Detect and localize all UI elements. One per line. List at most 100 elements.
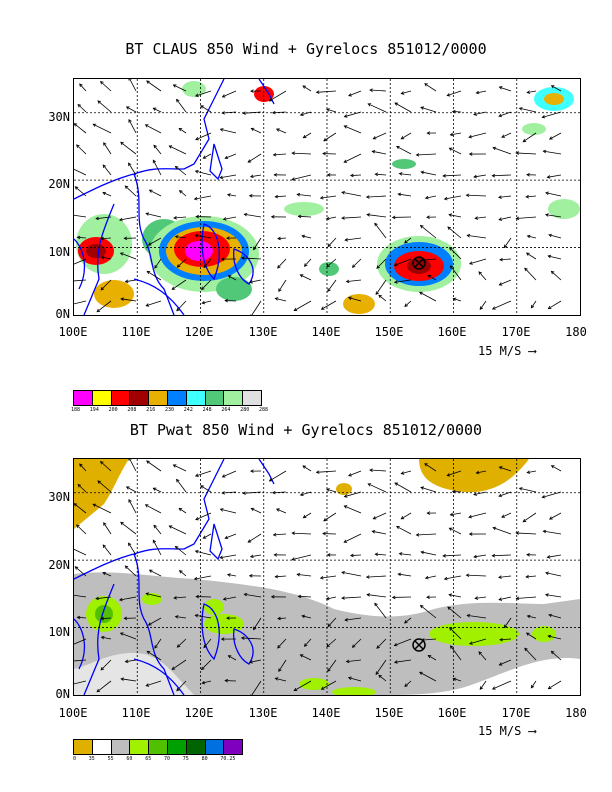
wind-vector	[277, 237, 287, 240]
wind-vector	[326, 488, 337, 493]
colorbar-swatch	[149, 391, 168, 405]
wind-vector	[467, 614, 487, 619]
colorbar-tick-label: 75	[182, 756, 189, 762]
wind-vector	[516, 152, 537, 155]
wind-vector	[75, 566, 87, 577]
wind-vector-head	[253, 246, 257, 251]
wind-vector	[77, 616, 87, 619]
wind-vector-head	[76, 235, 81, 240]
wind-vector	[425, 195, 437, 199]
wind-vector-head	[366, 593, 370, 597]
wind-vector-head	[291, 151, 296, 156]
panel2-xlabel: 180	[565, 706, 587, 720]
wind-vector	[527, 470, 537, 473]
wind-vector-head	[424, 195, 429, 200]
wind-vector	[542, 491, 562, 498]
wind-vector	[222, 491, 237, 494]
wind-vector	[304, 638, 312, 647]
wind-vector-head	[145, 592, 150, 596]
wind-vector-head	[526, 614, 531, 619]
wind-vector	[316, 90, 337, 93]
wind-vector	[154, 638, 162, 649]
wind-vector-head	[315, 470, 320, 474]
wind-vector-head	[498, 493, 503, 498]
wind-vector	[396, 526, 412, 535]
wind-vector	[278, 279, 287, 292]
wind-vector-head	[545, 191, 549, 196]
wind-vector	[101, 237, 112, 240]
wind-vector-head	[400, 471, 405, 475]
wind-vector-head	[420, 170, 425, 175]
wind-vector-head	[79, 463, 83, 468]
wind-vector-head	[242, 491, 246, 495]
wind-vector-head	[397, 192, 402, 197]
wind-vector	[374, 223, 387, 239]
wind-vector	[154, 258, 162, 269]
wind-vector-head	[220, 257, 225, 261]
wind-vector	[394, 638, 412, 646]
wind-vector	[300, 491, 312, 496]
wind-vector	[149, 569, 162, 577]
wind-vector-head	[272, 532, 277, 537]
panel1-xlabel: 110E	[121, 325, 151, 339]
wind-vector	[102, 572, 112, 577]
wind-vector	[526, 575, 537, 578]
wind-vector-head	[343, 125, 348, 129]
wind-vector-head	[243, 592, 248, 597]
wind-vector	[401, 512, 412, 520]
colorbar-tick-label: 0	[73, 756, 77, 762]
wind-vector	[101, 636, 112, 640]
wind-vector-head	[100, 616, 105, 621]
wind-vector	[449, 594, 462, 598]
wind-vector-head	[119, 252, 124, 256]
wind-vector	[292, 152, 312, 155]
wind-vector-head	[274, 297, 279, 301]
wind-vector	[146, 593, 162, 598]
panel1-xlabel: 140E	[311, 325, 341, 339]
wind-vector-head	[118, 597, 123, 602]
wind-vector	[175, 546, 187, 556]
wind-vector-head	[426, 595, 430, 599]
wind-vector	[74, 594, 87, 598]
wind-vector	[316, 470, 337, 473]
wind-vector-head	[128, 162, 132, 167]
arrow-right-icon: ⟶	[528, 724, 536, 738]
wind-vector-head	[277, 616, 281, 621]
wind-vector	[300, 111, 312, 116]
wind-vector	[469, 638, 487, 645]
wind-vector	[473, 554, 487, 558]
panel2-ylabel: 20N	[48, 558, 70, 572]
wind-vector-head	[278, 668, 282, 672]
wind-vector-head	[174, 615, 179, 619]
panel1-xlabel: 130E	[248, 325, 278, 339]
wind-vector-head	[442, 174, 446, 178]
wind-vector	[492, 680, 512, 690]
wind-vector-head	[400, 136, 405, 140]
wind-vector	[450, 512, 462, 516]
wind-vector-head	[398, 172, 403, 176]
wind-vector-head	[144, 124, 149, 128]
wind-vector-head	[498, 195, 502, 199]
colorbar-tick-label: 60	[126, 756, 133, 762]
colorbar-swatch	[92, 391, 112, 405]
wind-vector-head	[478, 651, 482, 655]
wind-vector-head	[97, 100, 102, 104]
wind-vector	[175, 166, 187, 176]
colorbar-tick-label: 216	[146, 407, 156, 413]
colorbar-swatch	[205, 391, 225, 405]
wind-vector-head	[200, 286, 205, 291]
colorbar-swatch	[167, 740, 187, 754]
wind-vector	[120, 252, 137, 260]
wind-vector-head	[320, 306, 325, 310]
wind-vector	[77, 104, 87, 113]
wind-vector	[101, 256, 112, 260]
wind-vector	[145, 504, 162, 514]
colorbar-swatch	[186, 740, 206, 754]
wind-vector-head	[393, 280, 398, 284]
wind-vector-head	[291, 177, 296, 181]
wind-vector-head	[398, 552, 403, 556]
wind-vector	[195, 90, 212, 97]
wind-vector-head	[492, 146, 497, 151]
wind-vector	[228, 275, 237, 281]
wind-vector	[450, 265, 462, 281]
